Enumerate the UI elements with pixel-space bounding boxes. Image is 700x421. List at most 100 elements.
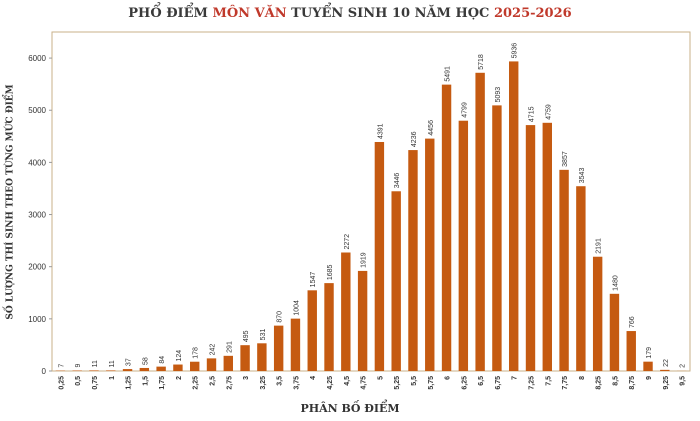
value-label: 11 bbox=[109, 360, 116, 367]
x-tick-label: 0,5 bbox=[75, 376, 82, 386]
plot-frame bbox=[51, 31, 691, 372]
value-label: 22 bbox=[663, 359, 670, 367]
y-tick-label: 1000 bbox=[28, 315, 46, 324]
bar bbox=[441, 84, 452, 371]
x-tick-label: 6,25 bbox=[461, 376, 468, 390]
y-tick-label: 4000 bbox=[28, 158, 46, 167]
bar bbox=[592, 256, 603, 371]
value-label: 9 bbox=[75, 364, 82, 368]
value-label: 179 bbox=[646, 347, 653, 359]
value-label: 3446 bbox=[394, 173, 401, 189]
bar bbox=[122, 369, 133, 371]
bar bbox=[357, 270, 368, 371]
value-label: 124 bbox=[176, 350, 183, 362]
x-tick-label: 6 bbox=[445, 376, 452, 380]
bar bbox=[559, 169, 569, 371]
value-label: 4759 bbox=[545, 104, 552, 120]
value-label: 2 bbox=[680, 364, 687, 368]
bar bbox=[190, 361, 200, 371]
y-tick-label: 2000 bbox=[28, 263, 46, 272]
value-label: 1685 bbox=[327, 264, 334, 280]
chart-title: PHỔ ĐIỂM MÔN VĂN TUYỂN SINH 10 NĂM HỌC 2… bbox=[0, 6, 700, 21]
value-label: 1547 bbox=[310, 272, 317, 288]
value-label: 5718 bbox=[478, 54, 485, 70]
y-tick-label: 6000 bbox=[28, 54, 46, 63]
value-label: 3543 bbox=[579, 168, 586, 184]
value-label: 7 bbox=[58, 364, 65, 368]
value-label: 5491 bbox=[445, 66, 452, 82]
bar bbox=[106, 370, 116, 371]
bar bbox=[626, 331, 636, 371]
value-label: 1004 bbox=[293, 300, 300, 316]
value-label: 11 bbox=[92, 360, 99, 367]
x-tick-label: 6,5 bbox=[478, 376, 485, 386]
x-tick-label: 9,25 bbox=[663, 376, 670, 390]
bar bbox=[660, 369, 670, 371]
x-tick-label: 3,75 bbox=[293, 376, 300, 390]
bar bbox=[492, 105, 502, 371]
value-label: 5093 bbox=[495, 87, 502, 103]
title-subject: MÔN VĂN bbox=[212, 6, 287, 21]
bar bbox=[257, 343, 267, 371]
value-label: 5936 bbox=[512, 43, 519, 59]
title-part-3: TUYỂN SINH 10 NĂM HỌC bbox=[286, 6, 494, 21]
bar bbox=[374, 141, 385, 371]
x-tick-label: 5 bbox=[377, 376, 384, 380]
x-tick-label: 4,5 bbox=[344, 376, 351, 386]
x-tick-label: 5,25 bbox=[394, 376, 401, 390]
x-tick-label: 1,5 bbox=[142, 376, 149, 386]
x-tick-label: 9 bbox=[646, 376, 653, 380]
value-label: 4456 bbox=[428, 120, 435, 136]
bar bbox=[643, 361, 653, 371]
x-tick-label: 8,5 bbox=[612, 376, 619, 386]
value-label: 58 bbox=[142, 357, 149, 365]
value-label: 291 bbox=[226, 341, 233, 353]
x-tick-label: 1,75 bbox=[159, 376, 166, 390]
bar bbox=[273, 325, 284, 371]
bar bbox=[391, 191, 401, 371]
bar bbox=[173, 364, 183, 371]
value-label: 242 bbox=[210, 344, 217, 356]
value-label: 37 bbox=[126, 358, 133, 366]
title-year: 2025-2026 bbox=[493, 6, 572, 21]
x-tick-label: 3,25 bbox=[260, 376, 267, 390]
value-label: 1480 bbox=[612, 275, 619, 291]
bar bbox=[156, 366, 166, 371]
value-label: 531 bbox=[260, 329, 267, 341]
bar bbox=[609, 293, 620, 371]
y-tick-label: 3000 bbox=[28, 211, 46, 220]
x-tick-label: 7,5 bbox=[545, 376, 552, 386]
value-label: 4236 bbox=[411, 131, 418, 147]
title-part-1: PHỔ ĐIỂM bbox=[128, 6, 213, 21]
bar bbox=[576, 186, 586, 371]
x-tick-label: 0,75 bbox=[92, 376, 99, 390]
x-tick-label: 5,75 bbox=[428, 376, 435, 390]
bar bbox=[408, 150, 418, 371]
value-label: 2191 bbox=[596, 238, 603, 254]
x-tick-label: 7,75 bbox=[562, 376, 569, 390]
value-label: 4715 bbox=[529, 106, 536, 122]
x-tick-label: 8 bbox=[579, 376, 586, 380]
y-tick-label: 0 bbox=[42, 367, 47, 376]
value-label: 3857 bbox=[562, 151, 569, 167]
x-tick-label: 7,25 bbox=[529, 376, 536, 390]
x-tick-label: 3 bbox=[243, 376, 250, 380]
bar bbox=[341, 252, 351, 371]
bar bbox=[425, 138, 435, 371]
x-tick-label: 8,75 bbox=[629, 376, 636, 390]
x-tick-label: 4,25 bbox=[327, 376, 334, 390]
value-label: 178 bbox=[193, 347, 200, 359]
value-label: 1919 bbox=[361, 252, 368, 268]
value-label: 4391 bbox=[377, 123, 384, 139]
x-tick-label: 4,75 bbox=[361, 376, 368, 390]
bar bbox=[458, 120, 469, 372]
x-tick-label: 9,5 bbox=[680, 376, 687, 386]
value-label: 2272 bbox=[344, 234, 351, 250]
x-tick-label: 1,25 bbox=[126, 376, 133, 390]
y-tick-label: 5000 bbox=[28, 106, 46, 115]
value-label: 766 bbox=[629, 316, 636, 328]
x-axis-label: PHÂN BỐ ĐIỂM bbox=[300, 402, 400, 415]
bar bbox=[509, 61, 519, 372]
bar bbox=[542, 122, 552, 372]
bar bbox=[290, 318, 301, 371]
